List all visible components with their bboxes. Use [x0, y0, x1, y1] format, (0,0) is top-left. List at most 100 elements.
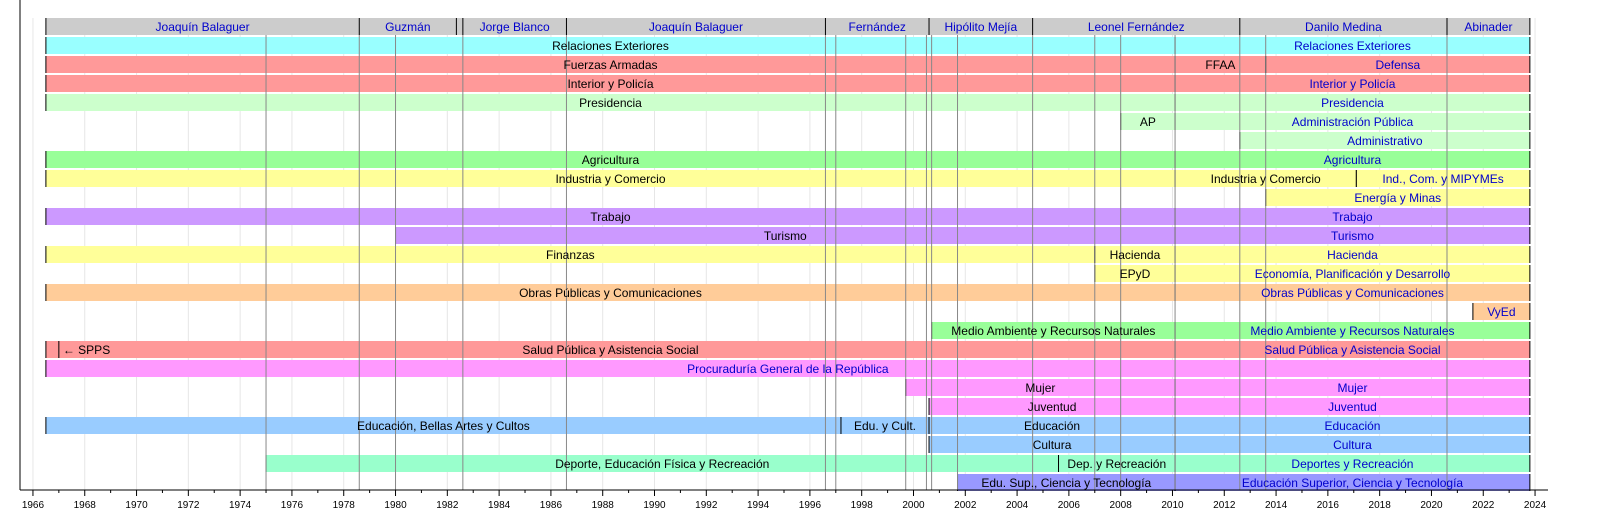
ministry-label: Presidencia	[1321, 96, 1384, 110]
ministry-bar	[1265, 189, 1530, 206]
x-tick-label: 1994	[747, 500, 770, 511]
ministry-label: AP	[1140, 115, 1156, 129]
ministry-bar	[45, 56, 1176, 73]
event-lines-layer	[265, 35, 1448, 490]
ministry-label: Economía, Planificación y Desarrollo	[1255, 267, 1451, 281]
ministry-label: Mujer	[1025, 381, 1055, 395]
ministry-bar	[1472, 303, 1530, 320]
x-tick-label: 2020	[1420, 500, 1443, 511]
x-tick-label: 2022	[1472, 500, 1495, 511]
ministry-label: VyEd	[1487, 305, 1515, 319]
ministry-bar	[1094, 246, 1176, 263]
x-tick-label: 2016	[1317, 500, 1340, 511]
x-tick-label: 1968	[74, 500, 97, 511]
ministry-label: Industria y Comercio	[1211, 172, 1321, 186]
ministry-bar	[1175, 436, 1530, 453]
ministry-bar	[1094, 265, 1176, 282]
x-tick-label: 1990	[643, 500, 666, 511]
x-tick-label: 1982	[436, 500, 459, 511]
ministry-label: Edu. Sup., Ciencia y Tecnología	[981, 476, 1151, 490]
ministry-bar	[45, 208, 1176, 225]
ministry-label: Presidencia	[579, 96, 642, 110]
ministry-label: Energía y Minas	[1354, 191, 1441, 205]
ministry-label: Obras Públicas y Comunicaciones	[1261, 286, 1444, 300]
ministry-bar	[929, 436, 1176, 453]
ministry-label: Interior y Policía	[567, 77, 653, 91]
x-tick-label: 2006	[1058, 500, 1081, 511]
ministry-label: Relaciones Exteriores	[1294, 39, 1411, 53]
ministry-bar	[1175, 94, 1530, 111]
ministry-bar	[45, 360, 1530, 377]
ministry-bar	[1175, 37, 1530, 54]
president-label: Abinader	[1464, 20, 1512, 34]
ministry-label: Industria y Comercio	[555, 172, 665, 186]
ministry-bar	[1175, 341, 1530, 358]
x-tick-label: 1980	[384, 500, 407, 511]
ministry-label: Trabajo	[1332, 210, 1373, 224]
ministry-label: Juventud	[1028, 400, 1077, 414]
ministry-bar	[395, 227, 1176, 244]
ministry-bar	[45, 75, 1176, 92]
ministry-label: Turismo	[764, 229, 807, 243]
x-tick-label: 2018	[1369, 500, 1392, 511]
x-tick-label: 1988	[592, 500, 615, 511]
ministry-label: Ind., Com. y MIPYMEs	[1382, 172, 1503, 186]
ministry-label: Defensa	[1375, 58, 1420, 72]
president-label: Hipólito Mejía	[944, 20, 1017, 34]
x-tick-label: 2008	[1110, 500, 1133, 511]
ministry-bar	[1175, 474, 1530, 491]
x-tick-label: 1972	[177, 500, 200, 511]
ministry-bar	[266, 455, 1059, 472]
ministry-bar	[1058, 455, 1176, 472]
ministry-bar	[1175, 417, 1530, 434]
ministry-bar	[929, 398, 1176, 415]
ministry-label: Administrativo	[1347, 134, 1423, 148]
ministry-label: Educación, Bellas Artes y Cultos	[357, 419, 530, 433]
x-tick-label: 2012	[1213, 500, 1236, 511]
ministry-bar	[1356, 170, 1530, 187]
president-label: Jorge Blanco	[480, 20, 550, 34]
x-tick-label: 1970	[125, 500, 148, 511]
ministry-bar	[1265, 56, 1530, 73]
ministry-label: Finanzas	[546, 248, 595, 262]
x-tick-label: 1984	[488, 500, 511, 511]
ministry-label: Edu. y Cult.	[854, 419, 916, 433]
president-bar	[359, 18, 457, 35]
ministry-bar	[45, 37, 1176, 54]
ministry-bar	[929, 417, 1176, 434]
ministry-label: Deportes y Recreación	[1291, 457, 1413, 471]
president-label: Fernández	[849, 20, 906, 34]
ministry-label: EPyD	[1120, 267, 1151, 281]
ministry-label: Mujer	[1337, 381, 1367, 395]
ministry-label: Agricultura	[582, 153, 640, 167]
ministry-label: Agricultura	[1324, 153, 1382, 167]
ministry-label: Dep. y Recreación	[1067, 457, 1166, 471]
x-tick-label: 1966	[22, 500, 45, 511]
ministry-bar	[1175, 265, 1530, 282]
ministry-bar	[1175, 151, 1530, 168]
president-bar	[1446, 18, 1530, 35]
ministry-label: Procuraduría General de la República	[687, 362, 889, 376]
ministry-label: Educación Superior, Ciencia y Tecnología	[1242, 476, 1464, 490]
ministry-bar	[1239, 132, 1530, 149]
ministry-bar	[840, 417, 930, 434]
x-tick-label: 2010	[1161, 500, 1184, 511]
ministry-label: Trabajo	[590, 210, 631, 224]
x-tick-label: 1986	[540, 500, 563, 511]
ministry-bar	[45, 94, 1176, 111]
x-tick-label: 1976	[281, 500, 304, 511]
ministry-label: Medio Ambiente y Recursos Naturales	[951, 324, 1155, 338]
president-bar	[566, 18, 826, 35]
ministry-label: Administración Pública	[1292, 115, 1414, 129]
president-label: Joaquín Balaguer	[156, 20, 250, 34]
ministry-label: Educación	[1024, 419, 1080, 433]
president-label: Joaquín Balaguer	[649, 20, 743, 34]
president-bar	[1032, 18, 1240, 35]
spps-label: ← SPPS	[63, 343, 110, 357]
x-tick-label: 1992	[695, 500, 718, 511]
president-bar	[929, 18, 1033, 35]
president-bar	[825, 18, 930, 35]
ministry-bar	[1175, 379, 1530, 396]
ministry-bar	[45, 341, 1176, 358]
